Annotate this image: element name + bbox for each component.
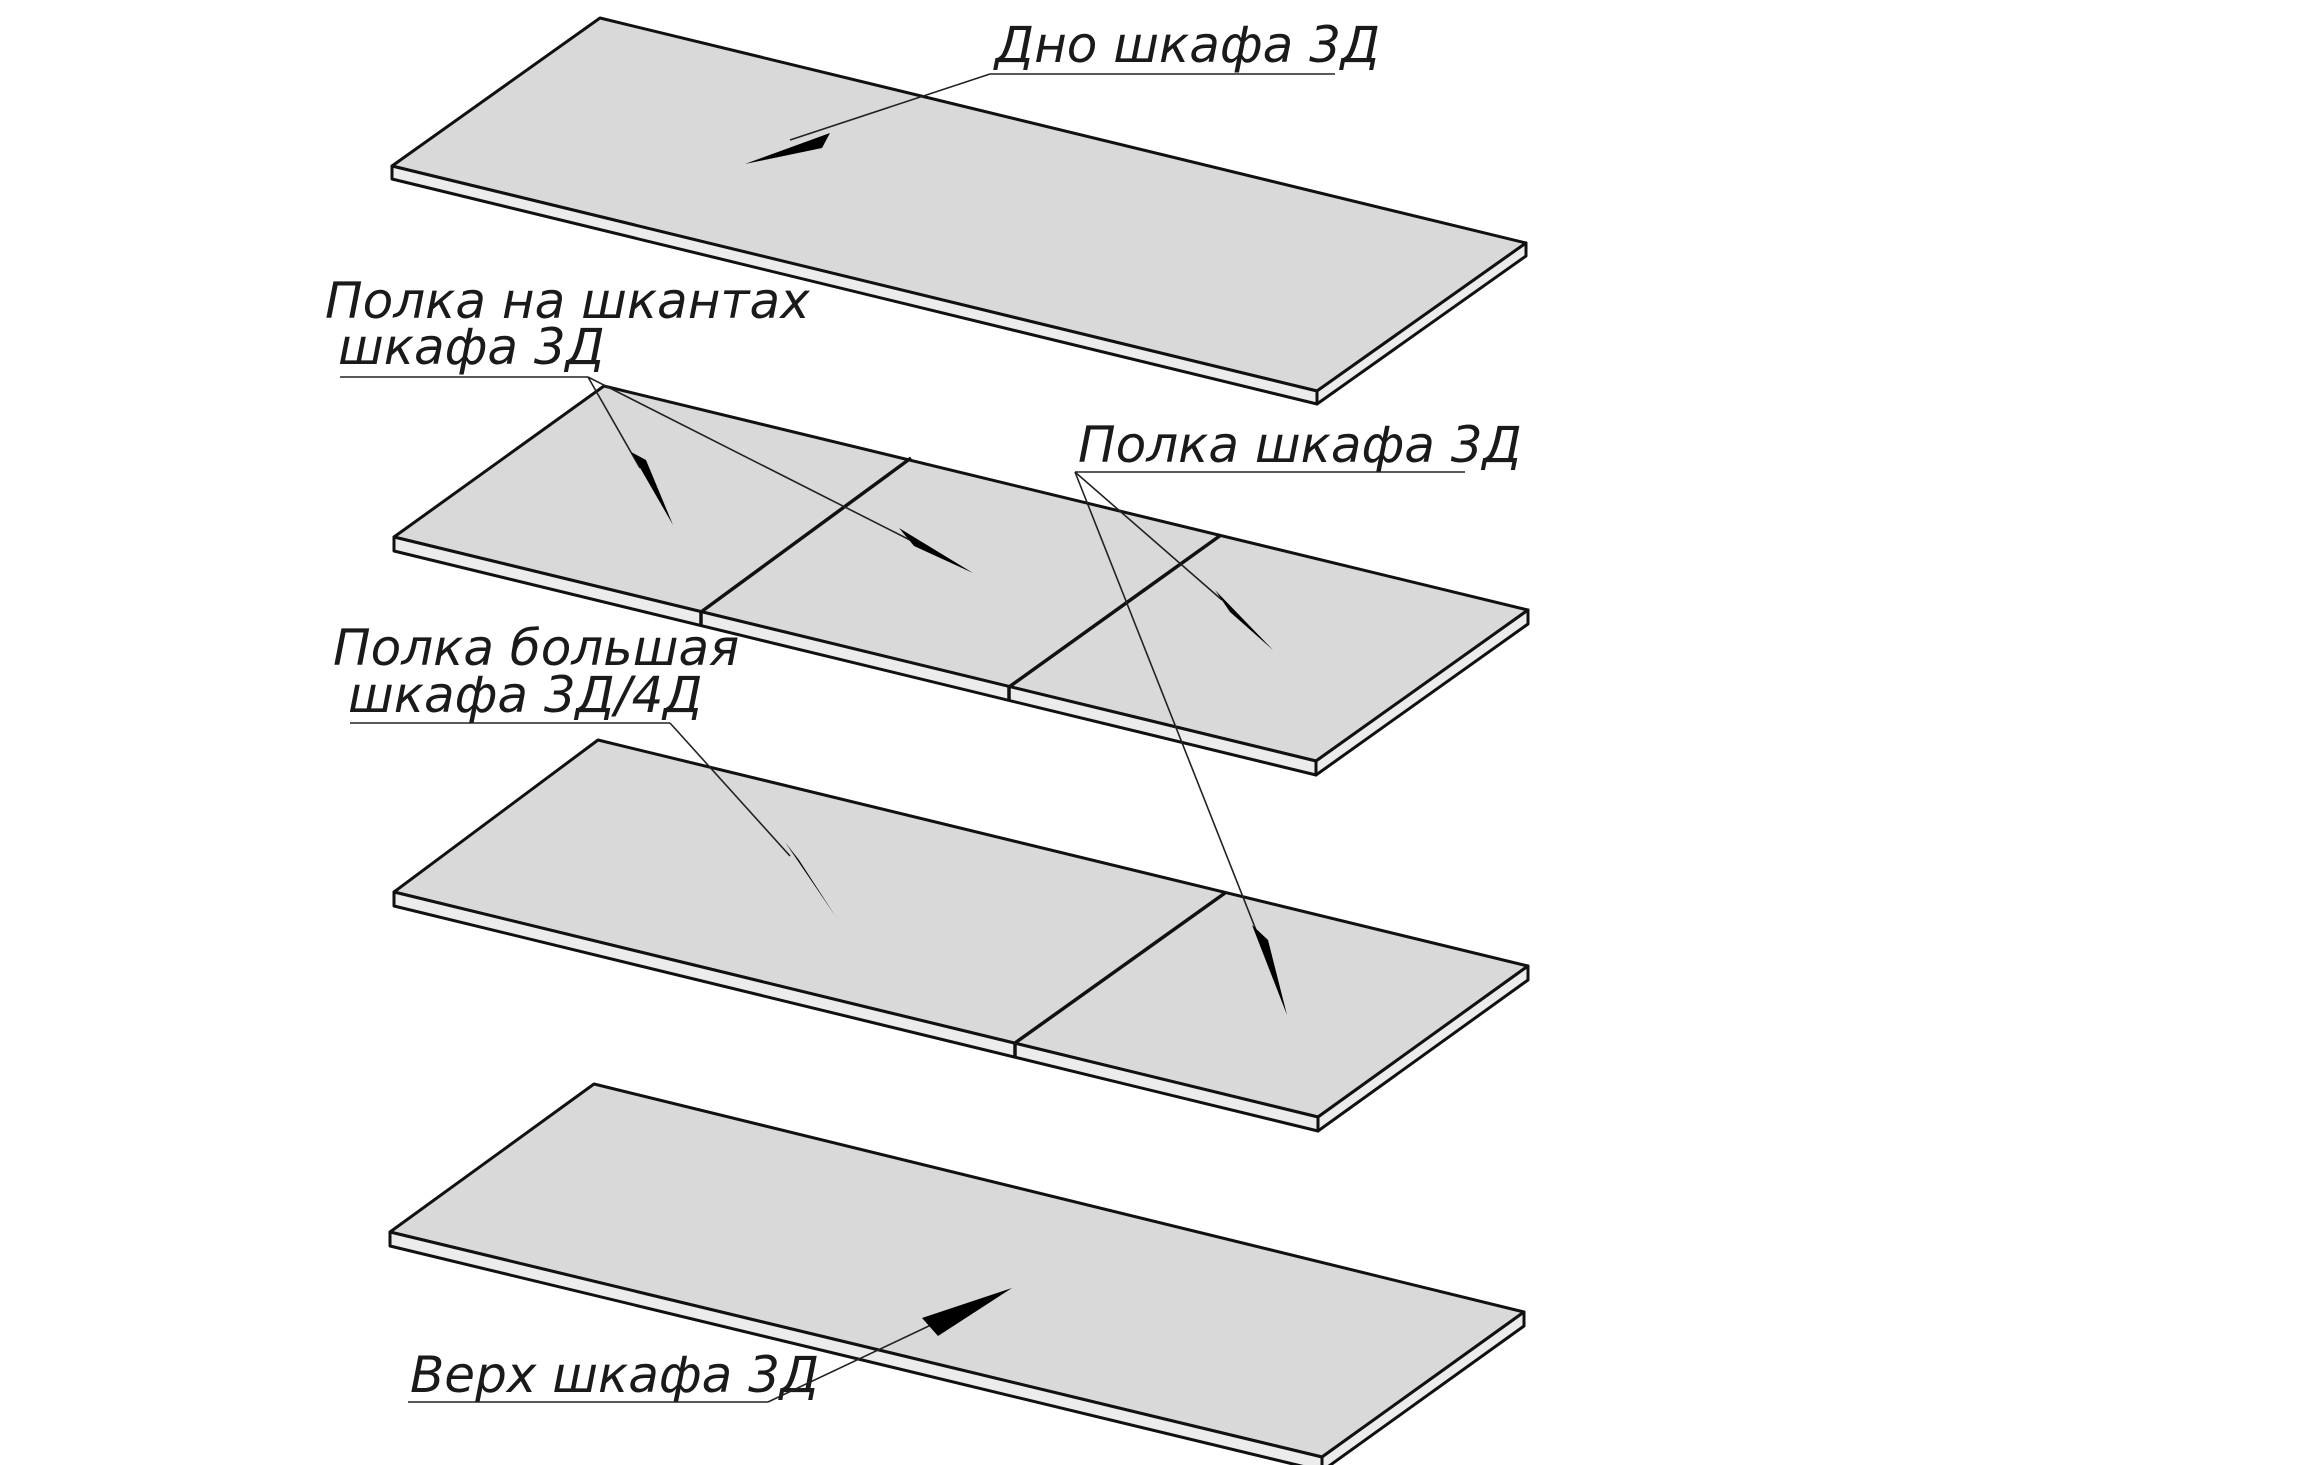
callout-dowel-shelf: Полка на шкантах шкафа 3Д (325, 272, 973, 573)
arrowhead-top (922, 1288, 1012, 1336)
label-dowel-shelf-line2: шкафа 3Д (338, 318, 605, 376)
label-top: Верх шкафа 3Д (410, 1346, 819, 1404)
callout-shelf: Полка шкафа 3Д (1074, 416, 1522, 1015)
callout-big-shelf: Полка большая шкафа 3Д/4Д (333, 619, 836, 917)
panel-shelf-row (392, 384, 1530, 777)
arrowhead-shelf-2 (1252, 925, 1287, 1015)
seam-1 (699, 456, 913, 614)
panel-top (388, 1082, 1526, 1465)
arrowhead-bottom (745, 133, 830, 164)
label-big-shelf-line1: Полка большая (333, 619, 739, 677)
seam-3 (1013, 891, 1227, 1045)
arrowhead-dowel-shelf-1 (631, 452, 673, 525)
label-big-shelf-line2: шкафа 3Д/4Д (348, 666, 702, 724)
label-shelf: Полка шкафа 3Д (1078, 416, 1522, 474)
panel-bottom (390, 16, 1528, 406)
callout-bottom: Дно шкафа 3Д (745, 16, 1380, 164)
arrowhead-big-shelf (785, 842, 836, 917)
label-dowel-shelf-line1: Полка на шкантах (325, 272, 810, 330)
label-bottom: Дно шкафа 3Д (993, 16, 1380, 74)
panel-big-shelf-row (392, 738, 1530, 1133)
arrowhead-shelf-1 (1215, 590, 1273, 650)
arrowhead-dowel-shelf-2 (899, 528, 973, 573)
seam-2 (1007, 533, 1223, 689)
callout-top: Верх шкафа 3Д (408, 1288, 1012, 1404)
